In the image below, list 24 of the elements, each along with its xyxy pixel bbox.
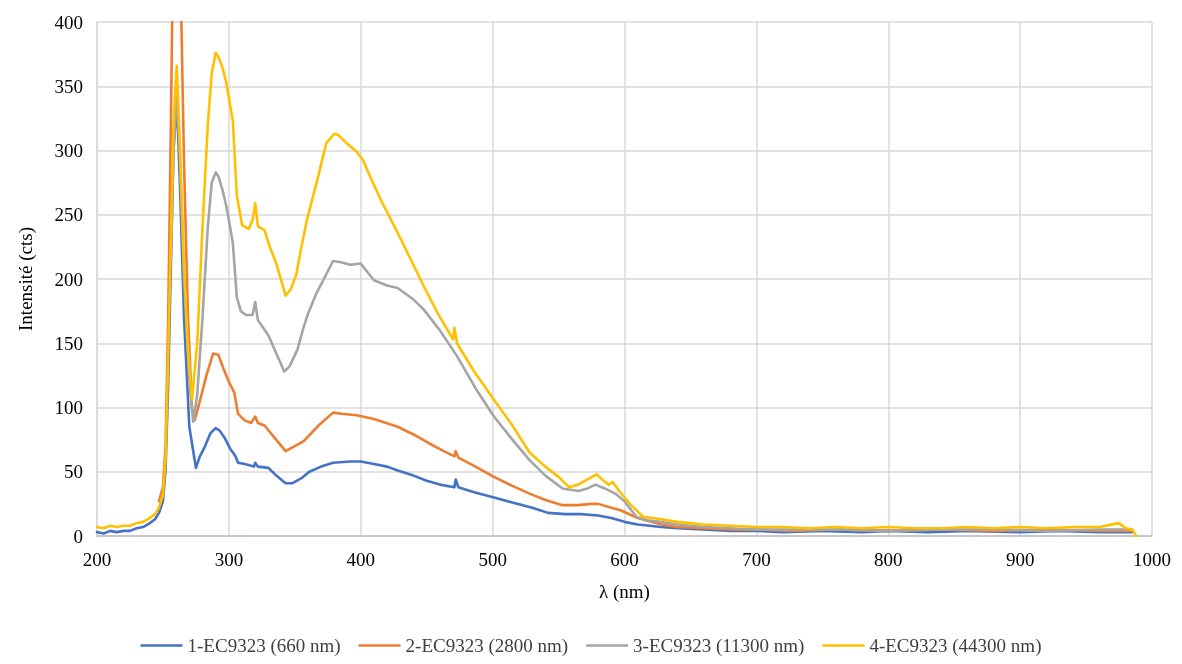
legend-label: 1-EC9323 (660 nm) bbox=[187, 635, 341, 657]
y-tick-label: 300 bbox=[54, 140, 83, 161]
y-tick-label: 100 bbox=[54, 397, 83, 418]
x-tick-label: 800 bbox=[874, 549, 903, 570]
y-axis-title: Intensité (cts) bbox=[15, 227, 37, 331]
y-tick-label: 350 bbox=[54, 75, 83, 97]
x-tick-label: 200 bbox=[82, 549, 112, 570]
legend-label: 3-EC9323 (11300 nm) bbox=[633, 635, 805, 657]
x-tick-label: 400 bbox=[346, 549, 375, 570]
y-tick-label: 0 bbox=[73, 525, 83, 547]
y-tick-label: 400 bbox=[54, 11, 83, 33]
y-tick-label: 150 bbox=[54, 332, 83, 354]
y-tick-label: 50 bbox=[64, 461, 83, 483]
legend-label: 2-EC9323 (2800 nm) bbox=[405, 635, 569, 657]
x-axis-title: λ (nm) bbox=[599, 581, 650, 603]
x-tick-label: 1000 bbox=[1133, 549, 1171, 570]
y-tick-label: 250 bbox=[54, 204, 83, 226]
legend-label: 4-EC9323 (44300 nm) bbox=[869, 635, 1042, 657]
x-tick-label: 700 bbox=[742, 549, 771, 570]
x-tick-label: 900 bbox=[1005, 549, 1035, 570]
x-tick-label: 500 bbox=[478, 549, 507, 570]
y-tick-label: 200 bbox=[54, 268, 83, 290]
x-tick-label: 300 bbox=[214, 549, 244, 570]
x-tick-label: 600 bbox=[610, 549, 639, 570]
